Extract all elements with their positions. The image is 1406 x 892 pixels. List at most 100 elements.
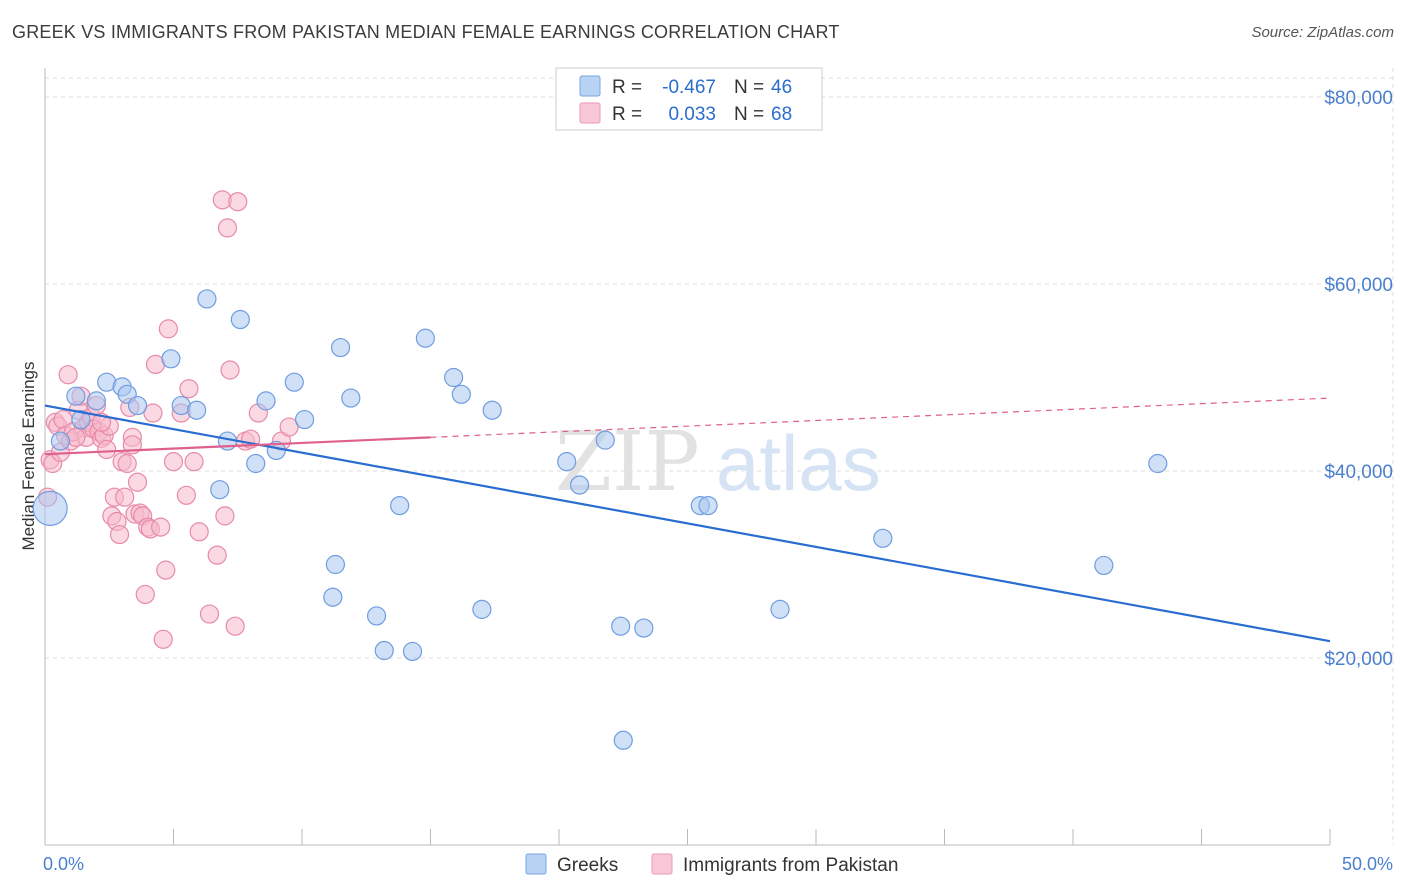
point-greeks xyxy=(569,475,590,495)
point-pakistan xyxy=(176,485,196,505)
point-pakistan xyxy=(158,319,178,339)
point-pakistan xyxy=(163,452,184,472)
point-greeks xyxy=(230,309,250,330)
point-pakistan xyxy=(189,522,209,542)
point-pakistan xyxy=(217,218,238,238)
point-pakistan xyxy=(279,417,299,437)
x-tick-label-start: 0.0% xyxy=(43,854,84,874)
legend-n-label-pakistan: N = xyxy=(734,104,764,125)
point-pakistan xyxy=(135,584,155,605)
point-greeks xyxy=(366,606,387,626)
legend-r-label-pakistan: R = xyxy=(612,104,642,125)
point-greeks xyxy=(557,452,577,472)
series-greeks-points xyxy=(32,289,1168,750)
point-greeks xyxy=(873,528,893,548)
point-greeks xyxy=(374,640,394,661)
point-greeks xyxy=(611,616,631,636)
point-greeks xyxy=(341,388,361,408)
point-greeks xyxy=(86,391,107,411)
point-greeks xyxy=(451,384,471,404)
y-axis-tick-labels: $80,000 $60,000 $40,000 $20,000 xyxy=(1324,88,1393,670)
legend-n-value-greeks: 46 xyxy=(771,77,792,98)
chart-source: Source: ZipAtlas.com xyxy=(1251,24,1394,41)
y-tick-label: $80,000 xyxy=(1324,88,1393,109)
legend-n-label-greeks: N = xyxy=(734,77,764,98)
point-greeks xyxy=(595,430,615,450)
legend-r-label-greeks: R = xyxy=(612,77,642,98)
x-axis-ticks xyxy=(44,829,1331,845)
point-greeks xyxy=(71,409,91,430)
point-pakistan xyxy=(109,524,130,545)
point-pakistan xyxy=(220,360,240,380)
point-pakistan xyxy=(207,545,227,565)
legend-r-value-pakistan: 0.033 xyxy=(668,104,716,125)
point-pakistan xyxy=(115,487,135,507)
legend-swatch-pakistan xyxy=(579,102,601,124)
y-tick-label: $20,000 xyxy=(1324,649,1393,670)
point-greeks xyxy=(66,386,86,406)
point-greeks xyxy=(415,328,435,348)
point-pakistan xyxy=(153,629,173,649)
watermark-atlas: atlas xyxy=(716,419,881,507)
point-greeks xyxy=(698,495,718,516)
point-greeks xyxy=(197,289,217,309)
point-greeks xyxy=(1148,453,1168,474)
trend-line-pakistan-solid xyxy=(44,436,431,456)
y-tick-label: $40,000 xyxy=(1324,462,1393,483)
legend-n-value-pakistan: 68 xyxy=(771,104,792,125)
point-greeks xyxy=(402,641,423,662)
legend-r-value-greeks: -0.467 xyxy=(662,77,716,98)
point-pakistan xyxy=(151,517,171,537)
point-greeks xyxy=(390,495,410,516)
point-pakistan xyxy=(179,379,199,399)
point-pakistan xyxy=(117,453,137,474)
bottom-legend-greeks: Greeks xyxy=(557,855,618,876)
point-pakistan xyxy=(184,452,204,472)
legend-box: R = -0.467 N = 46 R = 0.033 N = 68 xyxy=(555,67,823,131)
point-greeks xyxy=(330,337,351,358)
point-pakistan xyxy=(228,192,248,212)
point-pakistan xyxy=(127,472,148,492)
bottom-legend-pakistan: Immigrants from Pakistan xyxy=(683,855,898,876)
point-pakistan xyxy=(97,439,117,460)
point-greeks xyxy=(210,480,230,500)
point-greeks xyxy=(770,599,790,619)
point-greeks xyxy=(1094,555,1114,576)
bottom-legend: Greeks Immigrants from Pakistan xyxy=(525,853,898,876)
x-tick-label-end: 50.0% xyxy=(1342,854,1393,874)
point-pakistan xyxy=(91,412,112,432)
point-pakistan xyxy=(215,506,235,526)
watermark: ZIP atlas xyxy=(555,415,881,510)
watermark-zip: ZIP xyxy=(555,415,700,510)
bottom-legend-swatch-pakistan xyxy=(651,853,673,875)
point-greeks xyxy=(444,367,464,388)
point-greeks xyxy=(294,409,315,430)
trend-line-pakistan-dashed xyxy=(430,397,1331,438)
point-pakistan xyxy=(156,560,176,580)
point-greeks xyxy=(161,349,181,369)
chart-title: GREEK VS IMMIGRANTS FROM PAKISTAN MEDIAN… xyxy=(12,22,840,42)
point-greeks xyxy=(482,400,502,420)
y-tick-label: $60,000 xyxy=(1324,275,1393,296)
point-greeks xyxy=(246,453,266,474)
point-pakistan xyxy=(225,616,245,636)
point-greeks xyxy=(613,730,633,750)
point-pakistan xyxy=(199,604,220,624)
point-greeks xyxy=(256,391,276,411)
point-greeks xyxy=(634,618,654,638)
point-greeks xyxy=(187,400,207,420)
bottom-legend-swatch-greeks xyxy=(525,853,547,875)
point-greeks xyxy=(32,490,68,526)
point-greeks xyxy=(284,372,304,392)
trend-lines xyxy=(44,397,1331,643)
point-greeks xyxy=(50,431,71,451)
point-greeks xyxy=(127,395,148,416)
y-axis-label: Median Female Earnings xyxy=(19,362,38,551)
point-pakistan xyxy=(143,403,163,423)
point-greeks xyxy=(325,554,346,575)
legend-swatch-greeks xyxy=(579,75,601,97)
point-greeks xyxy=(472,599,492,619)
point-greeks xyxy=(323,587,343,607)
point-pakistan xyxy=(58,365,78,385)
